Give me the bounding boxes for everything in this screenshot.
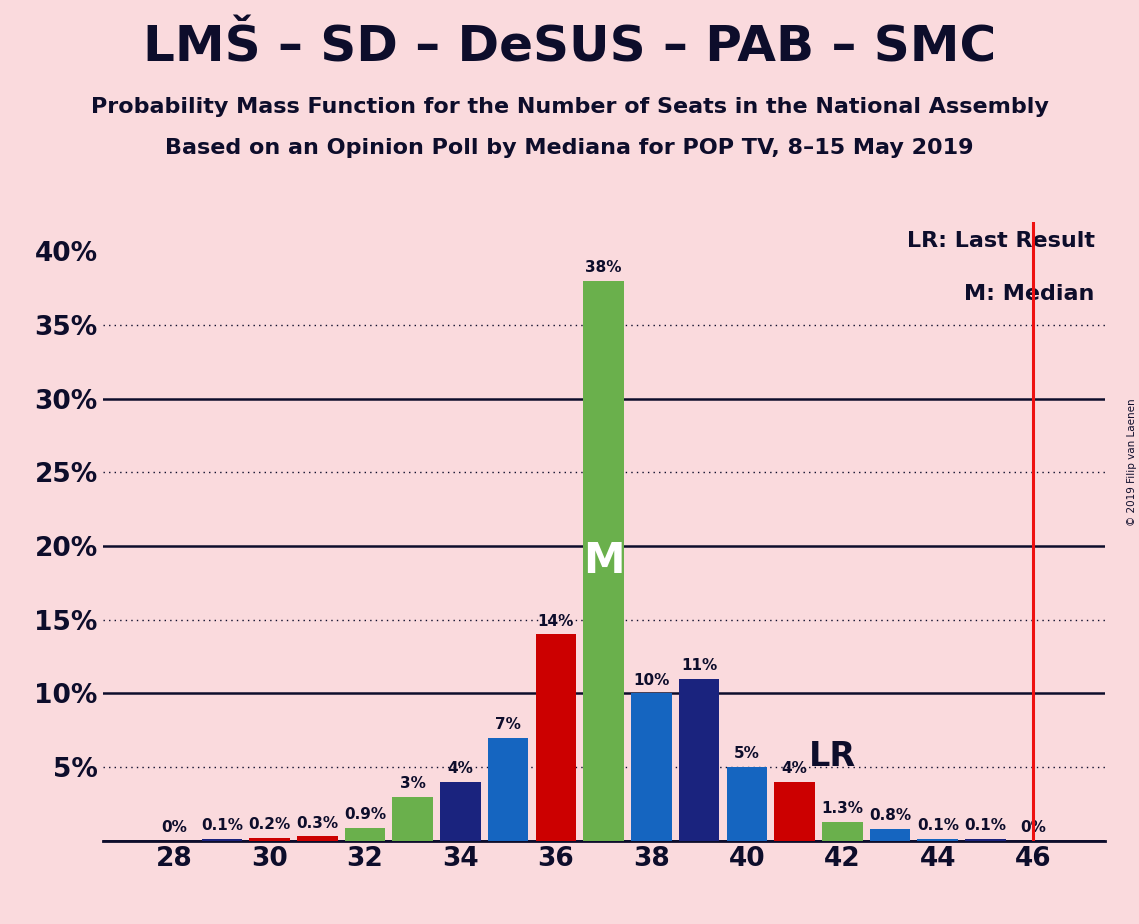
Text: 14%: 14% bbox=[538, 614, 574, 628]
Text: © 2019 Filip van Laenen: © 2019 Filip van Laenen bbox=[1126, 398, 1137, 526]
Bar bbox=[870, 829, 910, 841]
Text: 3%: 3% bbox=[400, 776, 426, 791]
Text: LR: LR bbox=[809, 740, 857, 773]
Bar bbox=[345, 828, 385, 841]
Text: 5%: 5% bbox=[734, 747, 760, 761]
Text: LR: Last Result: LR: Last Result bbox=[907, 231, 1095, 251]
Text: 0.1%: 0.1% bbox=[917, 819, 959, 833]
Text: 4%: 4% bbox=[448, 761, 474, 776]
Bar bbox=[918, 839, 958, 841]
Text: 0.9%: 0.9% bbox=[344, 807, 386, 821]
Bar bbox=[535, 635, 576, 841]
Text: 0%: 0% bbox=[161, 820, 187, 835]
Bar bbox=[249, 838, 289, 841]
Text: 0.3%: 0.3% bbox=[296, 816, 338, 831]
Text: 0.1%: 0.1% bbox=[200, 819, 243, 833]
Bar bbox=[727, 767, 768, 841]
Text: Based on an Opinion Poll by Mediana for POP TV, 8–15 May 2019: Based on an Opinion Poll by Mediana for … bbox=[165, 138, 974, 158]
Text: M: M bbox=[583, 540, 624, 582]
Text: Probability Mass Function for the Number of Seats in the National Assembly: Probability Mass Function for the Number… bbox=[91, 97, 1048, 117]
Text: 0.1%: 0.1% bbox=[965, 819, 1007, 833]
Bar bbox=[965, 839, 1006, 841]
Bar bbox=[679, 679, 720, 841]
Text: 4%: 4% bbox=[781, 761, 808, 776]
Bar bbox=[297, 836, 337, 841]
Text: 7%: 7% bbox=[495, 717, 522, 732]
Bar bbox=[631, 693, 672, 841]
Bar bbox=[393, 796, 433, 841]
Text: 11%: 11% bbox=[681, 658, 718, 673]
Text: LMŠ – SD – DeSUS – PAB – SMC: LMŠ – SD – DeSUS – PAB – SMC bbox=[142, 23, 997, 71]
Bar bbox=[487, 737, 528, 841]
Bar bbox=[822, 821, 862, 841]
Text: 1.3%: 1.3% bbox=[821, 801, 863, 816]
Bar bbox=[202, 839, 243, 841]
Text: 0.2%: 0.2% bbox=[248, 817, 290, 832]
Text: 0.8%: 0.8% bbox=[869, 808, 911, 823]
Text: M: Median: M: Median bbox=[965, 284, 1095, 304]
Bar bbox=[440, 782, 481, 841]
Bar bbox=[775, 782, 814, 841]
Bar bbox=[583, 281, 624, 841]
Text: 10%: 10% bbox=[633, 673, 670, 687]
Text: 38%: 38% bbox=[585, 260, 622, 274]
Text: 0%: 0% bbox=[1021, 820, 1047, 835]
